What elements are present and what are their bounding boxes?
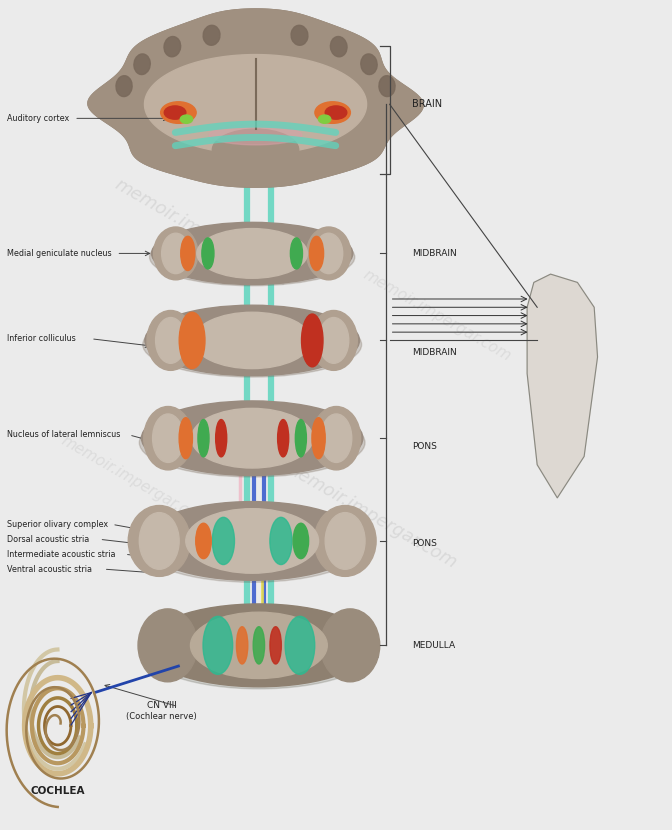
Text: MIDBRAIN: MIDBRAIN [412,249,456,258]
Ellipse shape [139,507,365,583]
Ellipse shape [306,227,351,280]
Text: COCHLEA: COCHLEA [30,786,85,796]
Ellipse shape [295,419,306,456]
Ellipse shape [150,228,355,286]
Ellipse shape [253,627,265,664]
Ellipse shape [162,233,190,274]
Ellipse shape [209,125,302,145]
Text: Cochlear nuclei: Cochlear nuclei [309,652,380,660]
Text: Intermediate acoustic stria: Intermediate acoustic stria [7,549,116,559]
Ellipse shape [145,604,373,686]
Ellipse shape [142,610,375,689]
Ellipse shape [325,106,347,120]
Ellipse shape [156,318,185,364]
Ellipse shape [212,517,235,564]
Text: Nucleus of lateral lemniscus: Nucleus of lateral lemniscus [7,431,121,439]
Ellipse shape [203,617,233,674]
Ellipse shape [142,401,363,476]
Ellipse shape [190,613,327,678]
Ellipse shape [285,617,314,674]
Ellipse shape [161,102,196,124]
Ellipse shape [310,237,324,271]
Text: MIDBRAIN: MIDBRAIN [412,349,456,358]
Ellipse shape [321,414,351,462]
Ellipse shape [180,115,193,124]
Ellipse shape [179,417,192,459]
Ellipse shape [203,25,220,46]
Ellipse shape [325,513,365,569]
Polygon shape [144,55,367,154]
Ellipse shape [152,222,353,285]
Ellipse shape [197,228,308,278]
Ellipse shape [142,312,362,377]
Ellipse shape [153,414,183,462]
Ellipse shape [312,417,325,459]
Text: memoir.impergar.com: memoir.impergar.com [112,175,292,290]
Polygon shape [88,9,423,187]
Ellipse shape [293,523,308,559]
Ellipse shape [270,627,282,664]
Ellipse shape [216,419,226,456]
Text: memoir.impergar.com: memoir.impergar.com [58,432,212,530]
Ellipse shape [310,310,358,370]
Ellipse shape [312,407,361,470]
Text: MEDULLA: MEDULLA [412,641,455,650]
Ellipse shape [147,310,194,370]
Ellipse shape [116,76,132,96]
Ellipse shape [128,505,190,576]
Text: Ventral acoustic stria: Ventral acoustic stria [7,564,93,574]
Ellipse shape [237,627,248,664]
Ellipse shape [138,609,198,681]
Ellipse shape [192,408,313,468]
Text: memoir.impergar.com: memoir.impergar.com [279,457,460,572]
Text: Inferior colliculus: Inferior colliculus [7,334,76,344]
Text: Medial geniculate nucleus: Medial geniculate nucleus [7,249,112,258]
Ellipse shape [212,129,299,170]
Ellipse shape [144,407,192,470]
Ellipse shape [181,237,195,271]
Ellipse shape [193,312,311,369]
Ellipse shape [314,233,343,274]
Ellipse shape [314,505,376,576]
Ellipse shape [134,54,151,75]
Text: Dorsal acoustic stria: Dorsal acoustic stria [7,535,89,544]
Ellipse shape [331,37,347,56]
Text: PONS: PONS [412,442,437,451]
Ellipse shape [185,509,319,574]
Ellipse shape [361,54,377,75]
Ellipse shape [139,513,179,569]
Ellipse shape [154,227,198,280]
Ellipse shape [196,523,211,559]
Text: Superior olivary complex: Superior olivary complex [7,520,108,529]
Text: memoir.impergar.com: memoir.impergar.com [360,267,513,364]
Ellipse shape [198,419,209,456]
Ellipse shape [321,609,380,681]
Text: CN VIII: CN VIII [146,701,177,710]
Polygon shape [88,9,423,187]
Text: (Cochlear nerve): (Cochlear nerve) [126,711,197,720]
Ellipse shape [179,312,205,369]
Ellipse shape [142,501,363,580]
Ellipse shape [290,238,302,269]
Ellipse shape [319,115,331,124]
Ellipse shape [278,419,289,456]
Ellipse shape [164,37,181,56]
Ellipse shape [315,102,350,124]
Ellipse shape [270,517,292,564]
Polygon shape [527,274,597,498]
Ellipse shape [319,318,349,364]
Text: BRAIN: BRAIN [412,100,442,110]
Text: PONS: PONS [412,539,437,548]
Ellipse shape [379,76,395,96]
Ellipse shape [145,305,360,376]
Ellipse shape [164,106,186,120]
Ellipse shape [202,238,214,269]
Ellipse shape [139,408,365,477]
Text: Auditory cortex: Auditory cortex [7,114,70,123]
Ellipse shape [291,25,308,46]
Ellipse shape [302,314,323,367]
